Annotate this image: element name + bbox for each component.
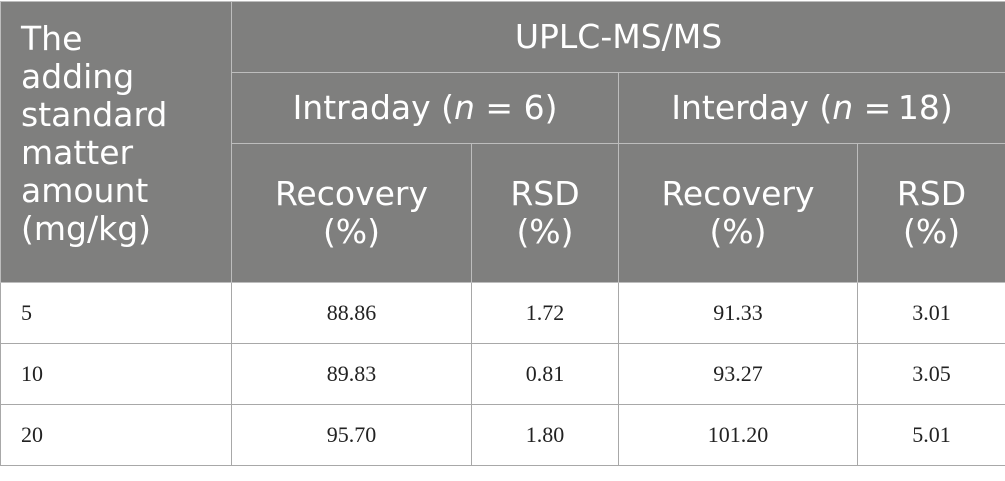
method-header: UPLC-MS/MS [230, 1, 1005, 73]
intraday-rsd-header: RSD (%) [471, 143, 619, 283]
interday-group-header: Interday (n = 18) [617, 72, 1005, 144]
interday-recovery-cell: 93.27 [618, 343, 858, 405]
recovery-rsd-table: The adding standard matter amount (mg/kg… [0, 1, 1005, 466]
intraday-recovery-cell: 95.70 [231, 404, 472, 466]
amount-cell: 20 [0, 404, 232, 466]
intraday-rsd-cell: 0.81 [471, 343, 619, 405]
intraday-group-header: Intraday (n = 6) [231, 72, 619, 144]
intraday-recovery-header: Recovery (%) [231, 143, 472, 283]
table-row: 20 95.70 1.80 101.20 5.01 [0, 404, 1005, 466]
header-line: adding [21, 57, 135, 96]
interday-recovery-header: Recovery (%) [618, 143, 858, 283]
header-line: The [21, 19, 83, 58]
intraday-rsd-cell: 1.80 [471, 404, 619, 466]
interday-recovery-cell: 101.20 [618, 404, 858, 466]
amount-cell: 5 [0, 282, 232, 344]
table-row: 5 88.86 1.72 91.33 3.01 [0, 282, 1005, 344]
intraday-recovery-cell: 88.86 [231, 282, 472, 344]
header-line: amount [21, 171, 149, 210]
interday-rsd-header: RSD (%) [856, 143, 1005, 283]
interday-rsd-cell: 3.01 [856, 282, 1005, 344]
amount-column-header: The adding standard matter amount (mg/kg… [0, 1, 232, 283]
interday-recovery-cell: 91.33 [618, 282, 858, 344]
intraday-recovery-cell: 89.83 [231, 343, 472, 405]
amount-cell: 10 [0, 343, 232, 405]
header-line: standard [21, 95, 168, 134]
interday-rsd-cell: 3.05 [856, 343, 1005, 405]
header-line: matter [21, 133, 134, 172]
intraday-rsd-cell: 1.72 [471, 282, 619, 344]
header-line: (mg/kg) [21, 209, 152, 248]
interday-rsd-cell: 5.01 [856, 404, 1005, 466]
table-row: 10 89.83 0.81 93.27 3.05 [0, 343, 1005, 405]
